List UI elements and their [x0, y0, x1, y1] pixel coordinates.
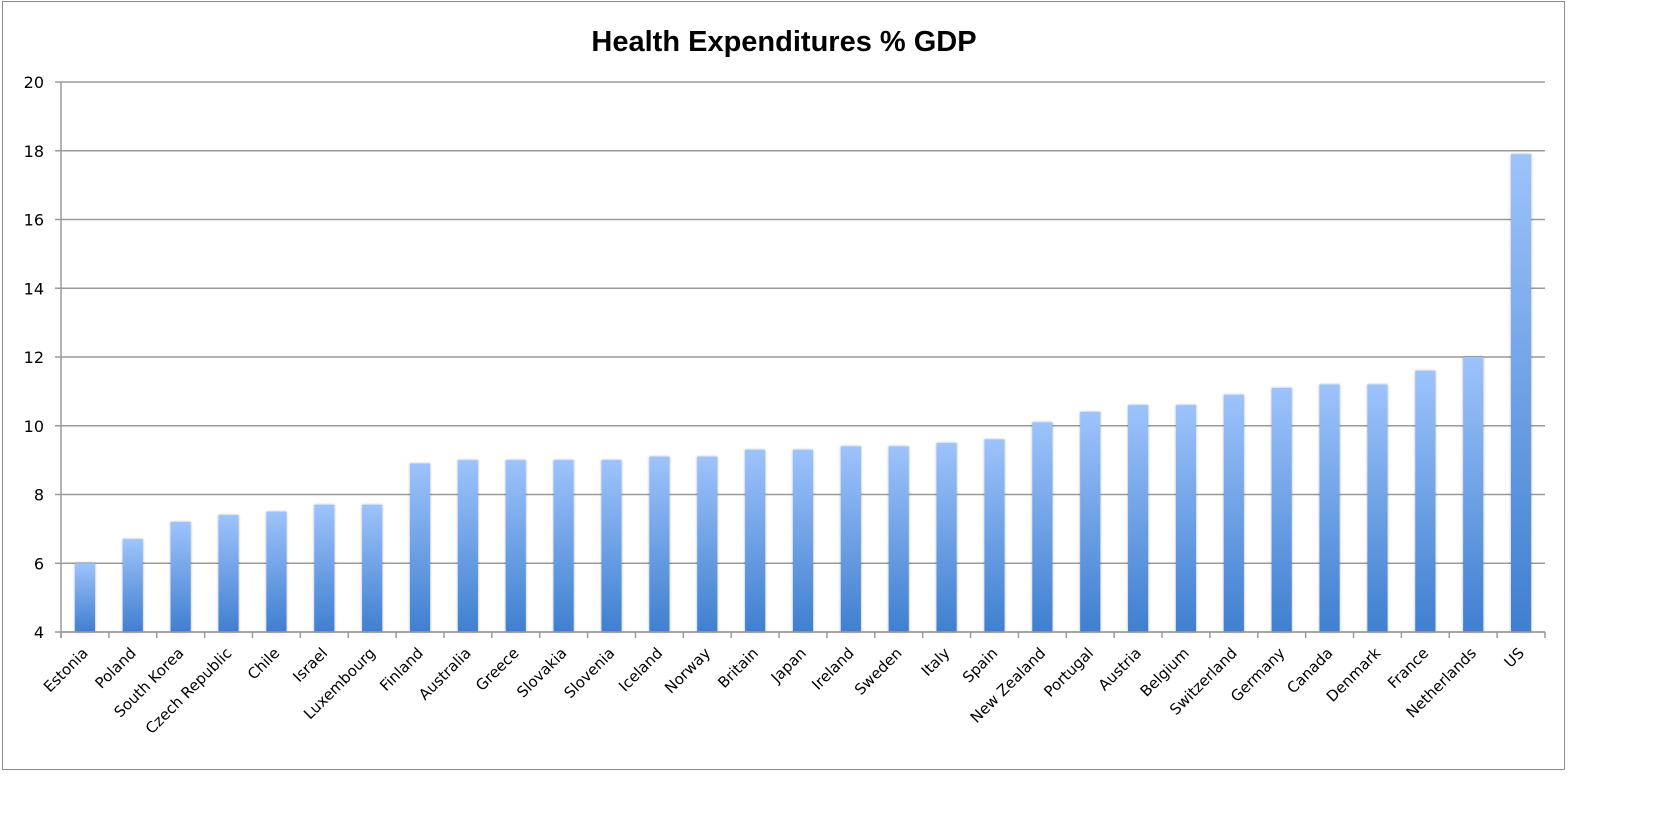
- bar-new-zealand: [1032, 422, 1053, 632]
- x-tick-label: Chile: [244, 644, 283, 683]
- y-tick-label: 8: [34, 486, 44, 505]
- bar-france: [1415, 370, 1436, 632]
- bar-portugal: [1080, 412, 1101, 632]
- x-tick-label: Poland: [91, 644, 139, 692]
- bar-estonia: [74, 563, 95, 632]
- y-tick-label: 12: [24, 348, 44, 367]
- x-tick-label: Japan: [767, 644, 810, 687]
- bar-spain: [984, 439, 1005, 632]
- bar-australia: [457, 460, 478, 632]
- x-tick-label: Slovenia: [560, 644, 618, 702]
- x-tick-label: Italy: [918, 644, 954, 680]
- bar-us: [1511, 154, 1532, 632]
- x-tick-label: Portugal: [1040, 644, 1097, 701]
- chart-title: Health Expenditures % GDP: [591, 26, 976, 58]
- bar-japan: [792, 449, 814, 632]
- y-tick-label: 18: [24, 142, 44, 161]
- y-tick-label: 4: [34, 623, 44, 642]
- x-tick-label: US: [1501, 644, 1528, 671]
- bar-poland: [122, 539, 143, 632]
- y-tick-label: 20: [24, 73, 44, 92]
- bar-finland: [409, 463, 431, 632]
- bar-ireland: [840, 446, 861, 632]
- x-tick-label: Czech Republic: [142, 644, 235, 737]
- bar-switzerland: [1223, 394, 1244, 632]
- x-tick-label: France: [1384, 644, 1432, 692]
- bar-belgium: [1175, 405, 1197, 632]
- bar-chile: [266, 511, 287, 632]
- bar-italy: [936, 442, 957, 632]
- x-tick-label: Sweden: [851, 644, 906, 699]
- x-tick-label: Iceland: [615, 644, 666, 695]
- y-tick-label: 14: [24, 279, 44, 298]
- bar-slovenia: [601, 460, 622, 632]
- x-tick-label: Australia: [415, 644, 475, 704]
- bar-israel: [314, 504, 335, 632]
- x-tick-label: Spain: [959, 644, 1001, 686]
- x-tick-label: Britain: [714, 644, 762, 692]
- bar-austria: [1128, 405, 1149, 632]
- y-tick-label: 10: [24, 417, 44, 436]
- bar-norway: [697, 456, 718, 632]
- bar-luxembourg: [362, 504, 383, 632]
- x-tick-label: Estonia: [40, 644, 92, 696]
- x-tick-label: Norway: [661, 644, 714, 697]
- bar-czech-republic: [218, 515, 239, 632]
- bar-denmark: [1367, 384, 1388, 632]
- bar-netherlands: [1463, 357, 1484, 632]
- bar-iceland: [649, 456, 670, 632]
- x-tick-label: Slovakia: [513, 644, 570, 701]
- bar-slovakia: [553, 460, 574, 632]
- bar-germany: [1271, 387, 1292, 632]
- x-tick-label: Israel: [289, 644, 331, 686]
- chart-frame: [2, 1, 1565, 770]
- bar-south-korea: [170, 522, 191, 632]
- bar-sweden: [888, 446, 909, 632]
- bar-greece: [505, 460, 526, 632]
- y-tick-label: 6: [34, 554, 44, 573]
- bar-canada: [1319, 384, 1340, 632]
- bar-britain: [745, 449, 766, 632]
- y-tick-label: 16: [24, 211, 44, 230]
